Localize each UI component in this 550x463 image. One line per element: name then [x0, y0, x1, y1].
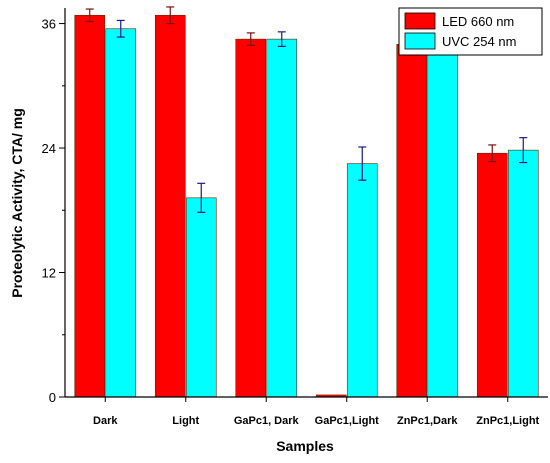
y-tick-label-0: 0	[49, 390, 56, 405]
bar-uvc-2	[266, 38, 298, 398]
legend-label-uvc: UVC 254 nm	[442, 34, 516, 49]
x-tick-label-3: GaPc1,Light	[315, 415, 380, 427]
x-tick-label-5: ZnPc1,Light	[476, 415, 539, 427]
y-tick-label-1: 12	[42, 266, 56, 281]
y-tick-label-3: 36	[42, 17, 56, 32]
legend-swatch-led	[404, 12, 436, 30]
bar-led-0	[74, 14, 106, 398]
y-axis-title: Proteolytic Activity, CTA/ mg	[9, 108, 25, 298]
legend: LED 660 nm UVC 254 nm	[398, 7, 543, 56]
y-ticks-group: 0 12 24 36	[42, 17, 65, 405]
x-tick-label-4: ZnPc1,Dark	[397, 415, 458, 427]
axes-group	[64, 8, 548, 398]
x-axis-title: Samples	[276, 438, 334, 454]
bar-uvc-3	[346, 163, 378, 398]
x-tick-label-2: GaPc1, Dark	[234, 415, 300, 427]
bar-uvc-4	[427, 41, 459, 398]
x-tick-label-1: Light	[172, 415, 199, 427]
bar-led-2	[235, 38, 267, 398]
y-tick-label-2: 24	[42, 141, 56, 156]
bars-group	[74, 14, 539, 398]
legend-swatch-uvc	[404, 32, 436, 50]
bar-led-1	[154, 14, 186, 398]
bar-uvc-1	[185, 197, 217, 398]
x-ticks-group: Dark Light GaPc1, Dark GaPc1,Light ZnPc1,Dar…	[93, 397, 540, 427]
bar-uvc-0	[105, 28, 137, 398]
bar-led-5	[476, 152, 508, 398]
bar-led-4	[396, 44, 428, 398]
legend-label-led: LED 660 nm	[442, 14, 514, 29]
x-tick-label-0: Dark	[93, 415, 118, 427]
bar-uvc-5	[507, 149, 539, 398]
